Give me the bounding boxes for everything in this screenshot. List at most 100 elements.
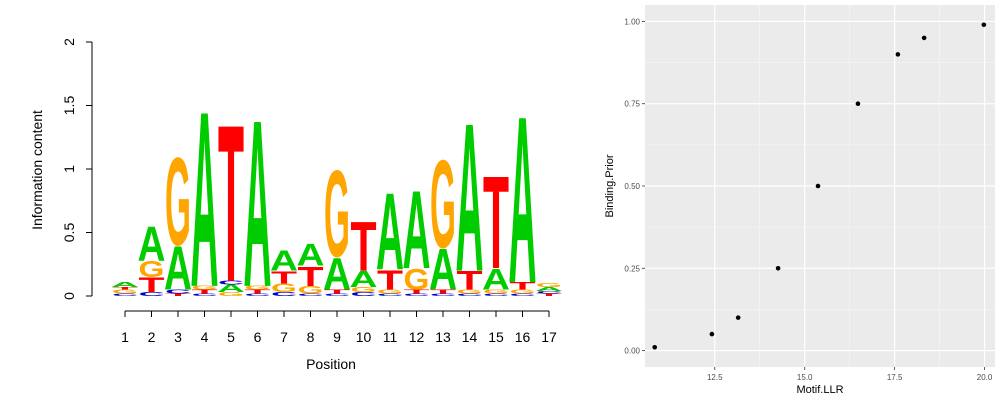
logo-letter-a: A (376, 172, 404, 293)
logo-x-tick-label: 15 (488, 329, 504, 345)
logo-y-tick-label: 0.5 (61, 223, 77, 243)
logo-letter-c: C (191, 293, 217, 297)
logo-letter-a: A (349, 266, 377, 292)
scatter-x-tick-label: 15.0 (797, 373, 813, 382)
logo-letter-a: A (111, 281, 139, 289)
logo-letter-g: G (324, 146, 350, 284)
scatter-y-axis-label: Binding.Prior (604, 154, 616, 217)
logo-x-tick-label: 6 (254, 329, 262, 345)
logo-letter-a: A (482, 264, 510, 297)
scatter-axes: 12.5 15.0 17.5 20.0 0.00 0.25 0.50 0.75 1.00 (624, 17, 992, 382)
logo-letter-c: C (297, 293, 323, 297)
logo-letter-c: C (165, 289, 191, 295)
scatter-y-tick-label: 0.00 (624, 347, 640, 356)
logo-axes: 00.511.521 2 3 4 5 6 7 8 9 10 11 12 13 14 15 16 17 (61, 38, 557, 345)
logo-x-tick-label: 7 (280, 329, 288, 345)
logo-letter-g: G (457, 289, 483, 295)
scatter-points (652, 22, 987, 350)
logo-y-axis-label: Information content (29, 110, 45, 230)
logo-letter-a: A (429, 238, 457, 303)
scatter-chart: 12.5 15.0 17.5 20.0 0.00 0.25 0.50 0.75 1.00 Mot… (604, 5, 995, 396)
scatter-point (981, 22, 987, 28)
logo-x-tick-label: 13 (435, 329, 451, 345)
logo-letter-c: C (456, 293, 482, 297)
sequence-logo-chart: 00.511.521 2 3 4 5 6 7 8 9 10 11 12 13 14 15 16 17 CGTAC… (29, 38, 563, 372)
logo-letter-c: C (244, 293, 270, 297)
logo-letter-t: T (244, 289, 271, 295)
logo-x-tick-label: 9 (333, 329, 341, 345)
logo-x-tick-label: 16 (515, 329, 531, 345)
scatter-point (735, 315, 741, 320)
logo-letter-a: A (270, 246, 298, 278)
logo-y-tick-label: 1.5 (61, 96, 77, 116)
logo-letter-a: A (508, 68, 536, 333)
logo-letter-t: T (509, 280, 535, 292)
scatter-y-tick-label: 0.50 (624, 182, 640, 191)
scatter-x-tick-label: 12.5 (707, 373, 723, 382)
logo-letter-t: T (403, 289, 430, 295)
logo-letter-t: T (218, 79, 244, 329)
logo-x-tick-label: 1 (121, 329, 129, 345)
logo-letter-t: T (324, 289, 351, 295)
logo-letter-c: C (403, 293, 429, 297)
logo-x-tick-label: 14 (462, 329, 478, 345)
scatter-y-tick-label: 0.25 (624, 264, 640, 273)
logo-x-tick-label: 12 (409, 329, 425, 345)
logo-x-tick-label: 10 (356, 329, 372, 345)
logo-letter-c: C (483, 293, 509, 297)
scatter-point (815, 183, 821, 189)
logo-x-tick-label: 3 (174, 329, 182, 345)
logo-letter-t: T (112, 287, 139, 291)
logo-letter-c: C (430, 293, 456, 297)
logo-letter-g: G (139, 257, 165, 283)
scatter-x-axis-label: Motif.LLR (796, 384, 843, 396)
logo-letter-g: G (112, 289, 138, 295)
logo-letter-a: A (164, 233, 192, 302)
logo-letter-a: A (402, 168, 430, 292)
logo-letter-c: C (112, 293, 138, 297)
scatter-y-tick-label: 0.75 (624, 100, 640, 109)
logo-letter-c: C (377, 293, 403, 297)
logo-letter-g: G (510, 289, 536, 295)
logo-x-tick-label: 17 (541, 329, 557, 345)
logo-letter-g: G (483, 289, 509, 295)
logo-letter-c: C (271, 291, 297, 297)
scatter-x-tick-label: 17.5 (887, 373, 903, 382)
logo-letter-t: T (297, 260, 323, 292)
logo-x-tick-label: 11 (383, 329, 398, 345)
logo-letter-t: T (377, 264, 403, 296)
logo-letter-g: G (192, 285, 218, 291)
logo-y-tick-label: 2 (61, 38, 77, 46)
scatter-y-tick-label: 1.00 (624, 17, 640, 26)
logo-letter-t: T (456, 266, 482, 296)
logo-letter-c: C (218, 280, 244, 286)
logo-letter-g: G (377, 289, 403, 295)
scatter-point (652, 344, 658, 350)
logo-letter-t: T (191, 289, 218, 295)
logo-letter-t: T (430, 289, 457, 295)
logo-x-tick-label: 2 (148, 329, 156, 345)
logo-letter-g: G (271, 281, 297, 295)
logo-x-tick-label: 4 (201, 329, 209, 345)
logo-letter-t: T (165, 293, 192, 297)
logo-letter-a: A (296, 237, 324, 273)
scatter-point (775, 265, 781, 271)
logo-x-tick-label: 8 (307, 329, 315, 345)
logo-letter-g: G (536, 282, 562, 288)
logo-letter-t: T (483, 148, 509, 296)
logo-letter-g: G (351, 286, 377, 294)
logo-letter-a: A (217, 283, 245, 295)
logo-letter-g: G (218, 291, 244, 297)
logo-letter-g: G (165, 133, 191, 272)
logo-letter-g: G (430, 136, 456, 275)
logo-letter-a: A (535, 286, 563, 292)
logo-x-axis-label: Position (306, 356, 356, 372)
logo-y-tick-label: 1 (61, 165, 77, 173)
logo-letter-a: A (243, 72, 271, 337)
scatter-x-tick-label: 20.0 (977, 373, 993, 382)
logo-letter-c: C (138, 291, 164, 297)
logo-letter-g: G (298, 284, 324, 296)
logo-letter-a: A (137, 217, 165, 271)
